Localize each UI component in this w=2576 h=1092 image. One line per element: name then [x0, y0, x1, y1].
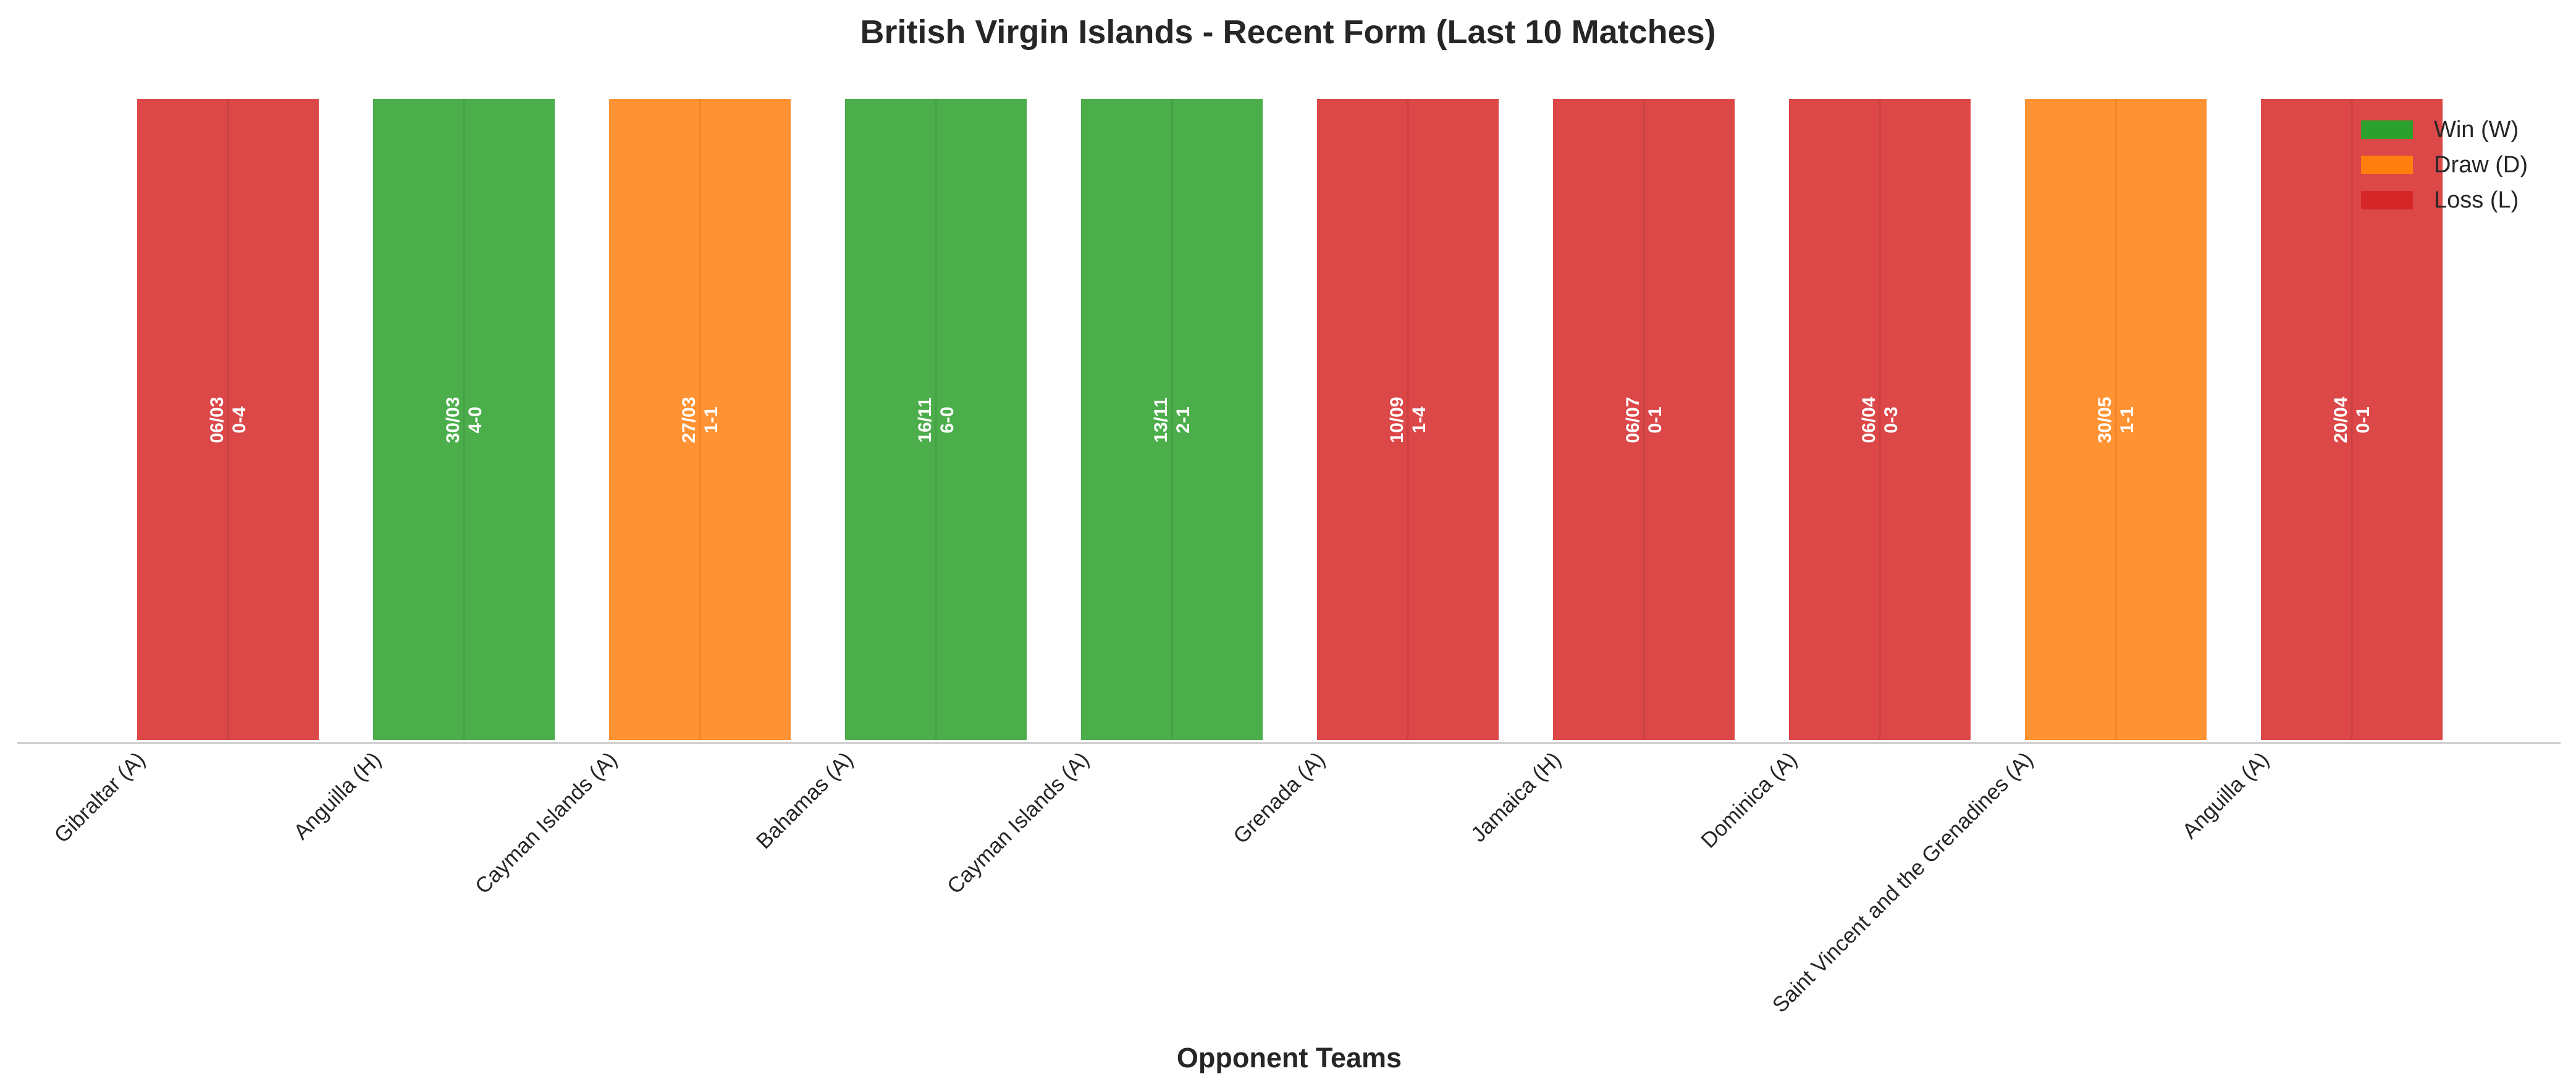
bar-data-label: 10/09 1-4: [1387, 397, 1429, 443]
bar: [1551, 96, 1737, 742]
match-date: 10/09: [1387, 397, 1407, 443]
bar-labels-group: 06/03 0-4 30/03 4-0 27/03 1-1 16/11 6-0 13/11 2-1…: [207, 397, 2373, 443]
legend-swatch: [2361, 156, 2413, 174]
match-date: 06/04: [1859, 397, 1879, 443]
bar-data-label: 16/11 6-0: [915, 397, 958, 442]
match-score: 0-3: [1881, 406, 1901, 433]
bar: [607, 96, 793, 742]
legend-label: Loss (L): [2434, 187, 2519, 213]
match-score: 0-4: [229, 406, 250, 434]
bar: [843, 96, 1029, 742]
match-date: 13/11: [1151, 397, 1171, 442]
bar: [2258, 96, 2445, 742]
match-score: 0-1: [2353, 406, 2373, 433]
bar-data-label: 27/03 1-1: [679, 397, 722, 443]
match-score: 1-4: [1409, 406, 1429, 434]
match-score: 1-1: [701, 406, 722, 433]
match-date: 30/03: [443, 397, 463, 443]
bar: [2022, 96, 2209, 742]
chart-title: British Virgin Islands - Recent Form (La…: [860, 14, 1715, 51]
match-date: 27/03: [679, 397, 699, 443]
x-axis-label: Opponent Teams: [1177, 1042, 1402, 1073]
bar-data-label: 13/11 2-1: [1151, 397, 1193, 442]
bar-data-label: 06/07 0-1: [1623, 397, 1665, 443]
legend-label: Draw (D): [2434, 152, 2528, 178]
legend-label: Win (W): [2434, 117, 2519, 143]
match-score: 2-1: [1173, 406, 1193, 433]
match-date: 06/03: [207, 397, 227, 443]
match-date: 16/11: [915, 397, 935, 442]
match-score: 6-0: [937, 406, 958, 433]
bar: [135, 96, 321, 742]
bar: [371, 96, 557, 742]
legend: Win (W) Draw (D) Loss (L): [2361, 117, 2528, 213]
bar: [1079, 96, 1265, 742]
match-score: 0-1: [1645, 406, 1665, 433]
bar-data-label: 20/04 0-1: [2331, 397, 2373, 443]
match-date: 06/07: [1623, 397, 1643, 443]
match-score: 1-1: [2117, 406, 2137, 433]
match-date: 20/04: [2331, 397, 2351, 443]
bars-group: [135, 96, 2445, 742]
bar-data-label: 30/05 1-1: [2095, 397, 2137, 443]
bar: [1787, 96, 1973, 742]
match-score: 4-0: [465, 406, 486, 433]
legend-swatch: [2361, 191, 2413, 209]
bar-data-label: 30/03 4-0: [443, 397, 486, 443]
match-date: 30/05: [2095, 397, 2115, 443]
legend-swatch: [2361, 120, 2413, 139]
bar-data-label: 06/04 0-3: [1859, 397, 1901, 443]
bar: [1315, 96, 1501, 742]
bar-data-label: 06/03 0-4: [207, 397, 250, 443]
